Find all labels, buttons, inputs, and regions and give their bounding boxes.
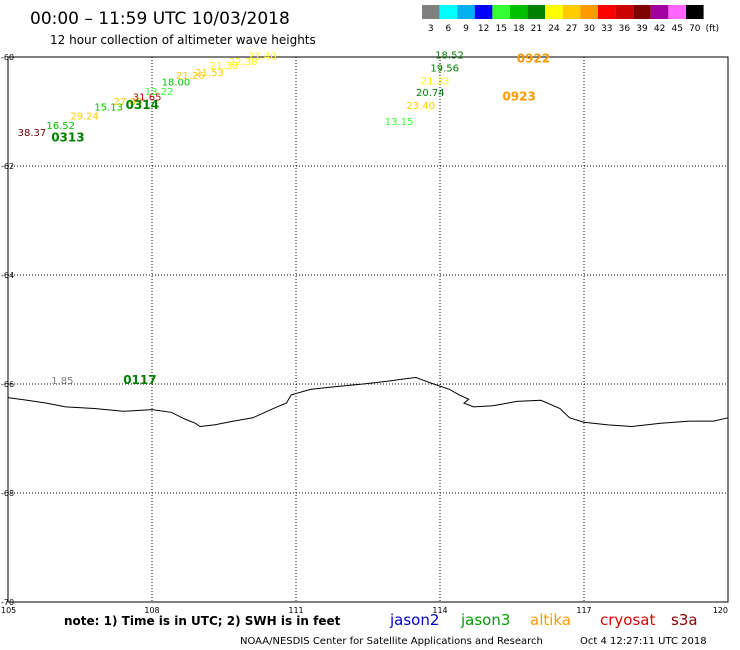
- map-grid: [7, 56, 729, 603]
- legend-label: 6: [446, 24, 452, 34]
- legend-swatch: [650, 5, 669, 19]
- antarctic-coastline: [7, 376, 729, 428]
- latitude-tick-labels: -60 -62 -64 -66 -68 -70: [1, 53, 14, 607]
- legend-label: 3: [428, 24, 434, 34]
- legend-label: 24: [548, 24, 560, 34]
- wave-height-value: 29.24: [70, 112, 99, 123]
- map-title: 00:00 – 11:59 UTC 10/03/2018: [30, 9, 290, 29]
- wave-height-value: 22.38: [229, 57, 258, 68]
- wave-height-value: 1.85: [51, 376, 73, 387]
- latitude-tick-label: -64: [1, 271, 14, 280]
- wave-height-value: 21.53: [195, 68, 224, 79]
- wave-height-value: 18.52: [435, 51, 464, 62]
- pass-time-labels: 0313 0314 0922 0923 0117: [51, 51, 550, 387]
- legend-unit: (ft): [706, 24, 720, 34]
- wave-height-value: 21.40: [248, 52, 277, 63]
- latitude-tick-label: -62: [1, 162, 14, 171]
- wave-height-value: 21.38: [210, 61, 239, 72]
- latitude-tick-label: -70: [1, 598, 14, 607]
- footer-note: note: 1) Time is in UTC; 2) SWH is in fe…: [64, 614, 341, 628]
- legend-swatch: [527, 5, 546, 19]
- legend-swatch: [598, 5, 616, 19]
- legend-label: 30: [583, 24, 595, 34]
- legend-label: 42: [654, 24, 665, 34]
- pass-time-label: 0314: [126, 98, 159, 112]
- legend-swatch: [562, 5, 581, 19]
- pass-time-label: 0923: [502, 90, 535, 104]
- satellite-name: jason3: [460, 611, 510, 629]
- legend-swatch: [510, 5, 528, 19]
- pass-time-label: 0313: [51, 130, 84, 144]
- longitude-tick-labels: 105 108 111 114 117 120: [1, 606, 728, 615]
- legend-swatch: [474, 5, 493, 19]
- legend-swatch: [457, 5, 475, 19]
- satellite-name: altika: [530, 611, 571, 629]
- longitude-tick-label: 114: [432, 606, 447, 615]
- legend-swatch: [686, 5, 704, 19]
- wave-height-value: 13.15: [385, 117, 414, 128]
- legend-label: 9: [463, 24, 469, 34]
- legend-label: 70: [689, 24, 701, 34]
- wave-height-value: 15.13: [94, 102, 123, 113]
- legend-label: 27: [566, 24, 577, 34]
- satellite-name: cryosat: [600, 611, 655, 629]
- legend-label: 45: [671, 24, 682, 34]
- wave-height-value: 23.40: [406, 101, 435, 112]
- wave-height-value: 20.74: [416, 88, 445, 99]
- wave-height-observations: 38.3716.5229.2415.1327.8831.6513.2218.00…: [18, 51, 464, 387]
- legend-swatch: [580, 5, 598, 19]
- satellite-legend: jason2 jason3 altika cryosat s3a: [389, 611, 698, 629]
- wave-height-value: 16.52: [46, 121, 75, 132]
- wave-height-value: 21.26: [176, 71, 205, 82]
- latitude-tick-label: -60: [1, 53, 14, 62]
- pass-time-label: 0922: [517, 51, 550, 65]
- map-subtitle: 12 hour collection of altimeter wave hei…: [50, 33, 316, 47]
- legend-label: 15: [495, 24, 506, 34]
- footer-generated: Oct 4 12:27:11 UTC 2018: [580, 636, 707, 647]
- legend-swatch: [439, 5, 458, 19]
- wave-height-value: 13.22: [145, 87, 174, 98]
- map-frame: [7, 56, 729, 603]
- color-legend: 3 6 9 12 15 18 21 24 27 30 33 36 39 42 45 70 (ft): [422, 5, 719, 34]
- satellite-name: jason2: [389, 611, 439, 629]
- legend-label: 39: [636, 24, 648, 34]
- legend-swatch: [422, 5, 440, 19]
- latitude-tick-label: -68: [1, 489, 14, 498]
- legend-swatch: [633, 5, 651, 19]
- legend-swatch: [545, 5, 563, 19]
- longitude-tick-label: 120: [713, 606, 728, 615]
- legend-label: 21: [531, 24, 542, 34]
- legend-label: 36: [619, 24, 631, 34]
- legend-swatch: [668, 5, 686, 19]
- satellite-name: s3a: [671, 611, 698, 629]
- wave-height-value: 18.00: [162, 77, 191, 88]
- wave-height-value: 38.37: [18, 128, 47, 139]
- pass-time-label: 0117: [123, 373, 156, 387]
- longitude-tick-label: 108: [144, 606, 159, 615]
- wave-height-value: 19.56: [430, 64, 459, 75]
- longitude-tick-label: 117: [576, 606, 591, 615]
- longitude-tick-label: 111: [288, 606, 303, 615]
- wave-height-value: 27.88: [114, 97, 143, 108]
- longitude-tick-label: 105: [1, 606, 16, 615]
- legend-swatch: [492, 5, 510, 19]
- legend-label: 33: [601, 24, 612, 34]
- footer-credit: NOAA/NESDIS Center for Satellite Applica…: [240, 636, 543, 647]
- latitude-tick-label: -66: [1, 380, 14, 389]
- wave-height-value: 21.33: [421, 76, 450, 87]
- legend-swatch: [615, 5, 634, 19]
- legend-label: 12: [478, 24, 489, 34]
- legend-label: 18: [513, 24, 525, 34]
- wave-height-value: 31.65: [133, 93, 162, 104]
